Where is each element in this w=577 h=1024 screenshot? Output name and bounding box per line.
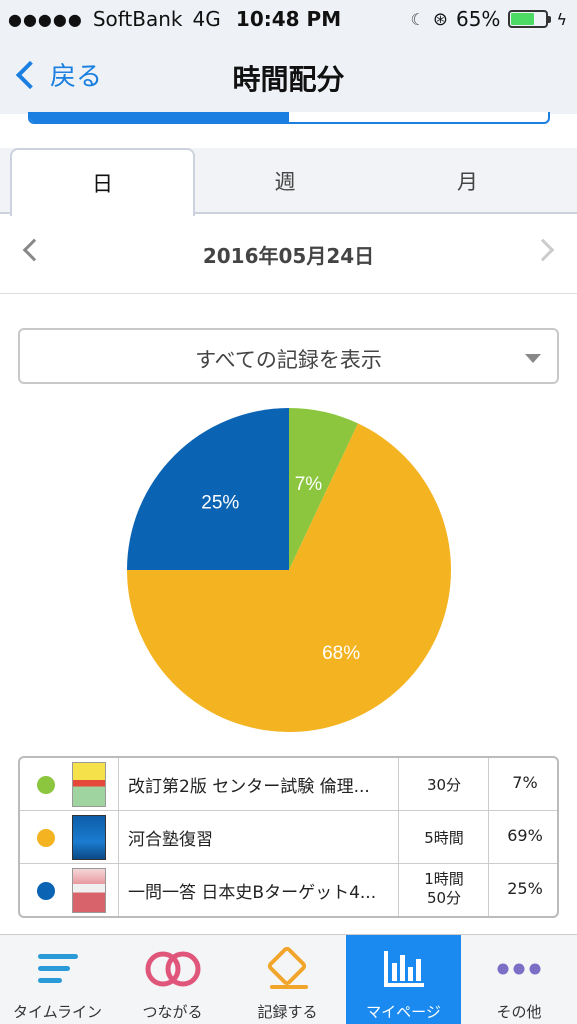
- legend-row[interactable]: 一問一答 日本史Bターゲット4... 1時間 50分 25%: [20, 864, 557, 916]
- tab-connect[interactable]: つながる: [115, 935, 230, 1024]
- tab-label: マイページ: [366, 1003, 441, 1021]
- dropdown-arrow-icon: [525, 354, 541, 363]
- legend-item-time: 30分: [426, 776, 462, 794]
- column-divider: [118, 758, 119, 916]
- tab-mypage[interactable]: マイページ: [346, 935, 461, 1024]
- status-bar: ●●●●● SoftBank 4G 10:48 PM ☾ ⊛ 65% ϟ: [0, 0, 577, 38]
- legend-table: 改訂第2版 センター試験 倫理... 30分 7% 河合塾復習 5時間 69% …: [18, 756, 559, 918]
- book-cover-image: [72, 762, 106, 807]
- current-date: 2016年05月24日: [202, 244, 375, 268]
- pie-slice-label: 7%: [295, 474, 323, 495]
- legend-item-name: 河合塾復習: [128, 830, 213, 850]
- legend-item-percent: 7%: [512, 773, 538, 792]
- battery-icon: [508, 10, 552, 28]
- column-divider: [398, 758, 399, 916]
- signal-icon: ●●●●●: [8, 9, 83, 29]
- legend-color-dot: [37, 882, 55, 900]
- date-navigation: 2016年05月24日: [0, 214, 577, 294]
- column-divider: [488, 758, 489, 916]
- back-button[interactable]: 戻る: [12, 56, 102, 93]
- pie-slice[interactable]: [127, 408, 289, 570]
- legend-item-name: 改訂第2版 センター試験 倫理...: [128, 777, 370, 797]
- book-cover-image: [72, 815, 106, 860]
- pie-slice[interactable]: [289, 408, 358, 570]
- segment-indicator: [28, 112, 550, 124]
- record-icon: [230, 947, 345, 989]
- legend-item-time-minutes: 50分: [426, 889, 462, 907]
- mypage-chart-icon: [346, 949, 461, 989]
- legend-item-time: 5時間: [424, 829, 464, 847]
- legend-row[interactable]: 改訂第2版 センター試験 倫理... 30分 7%: [20, 758, 557, 811]
- legend-item-time: 1時間 50分: [400, 870, 488, 908]
- pie-slice-label: 68%: [322, 643, 360, 664]
- status-time: 10:48 PM: [235, 7, 342, 31]
- battery-percent: 65%: [455, 7, 501, 31]
- tab-timeline[interactable]: タイムライン: [0, 935, 115, 1024]
- pie-slice-label: 25%: [201, 492, 239, 513]
- status-right: ☾ ⊛ 65% ϟ: [411, 7, 567, 31]
- page-title: 時間配分: [232, 63, 345, 96]
- carrier-name: SoftBank: [92, 7, 183, 31]
- tab-record[interactable]: 記録する: [230, 935, 345, 1024]
- legend-row[interactable]: 河合塾復習 5時間 69%: [20, 811, 557, 864]
- moon-icon: ☾: [410, 9, 425, 29]
- filter-label: すべての記録を表示: [195, 348, 382, 372]
- legend-color-dot: [37, 829, 55, 847]
- status-left: ●●●●● SoftBank 4G: [8, 7, 221, 31]
- pie-chart-svg: 7% 68% 25%: [127, 408, 451, 732]
- connect-icon: [115, 949, 230, 989]
- timeline-icon: [0, 949, 115, 989]
- legend-item-name: 一問一答 日本史Bターゲット4...: [128, 883, 377, 903]
- tab-week[interactable]: 週: [274, 170, 296, 194]
- charging-icon: ϟ: [556, 9, 567, 29]
- tab-label: 記録する: [257, 1003, 318, 1021]
- period-tabs: 日 週 月: [0, 148, 577, 216]
- tab-label: タイムライン: [13, 1003, 102, 1021]
- rotation-lock-icon: ⊛: [432, 8, 448, 30]
- bottom-tab-bar: タイムライン つながる 記録する: [0, 934, 577, 1024]
- navigation-bar: 戻る 時間配分: [0, 38, 577, 114]
- tab-label: つながる: [142, 1003, 203, 1021]
- back-label: 戻る: [50, 62, 103, 92]
- tab-label: その他: [496, 1003, 542, 1021]
- tab-month[interactable]: 月: [457, 170, 478, 194]
- more-icon: [461, 949, 577, 989]
- network-type: 4G: [192, 7, 221, 31]
- tab-day[interactable]: 日: [10, 148, 195, 216]
- legend-item-time-hours: 1時間: [424, 870, 464, 888]
- legend-item-percent: 69%: [507, 826, 543, 845]
- pie-slice[interactable]: [127, 423, 451, 732]
- segment-indicator-fill: [30, 112, 289, 122]
- tab-more[interactable]: その他: [461, 935, 577, 1024]
- record-filter-select[interactable]: すべての記録を表示: [18, 328, 559, 384]
- book-cover-image: [72, 868, 106, 913]
- legend-color-dot: [37, 776, 55, 794]
- legend-item-percent: 25%: [507, 879, 543, 898]
- time-allocation-pie-chart: 7% 68% 25%: [0, 396, 577, 746]
- battery-fill: [511, 13, 534, 25]
